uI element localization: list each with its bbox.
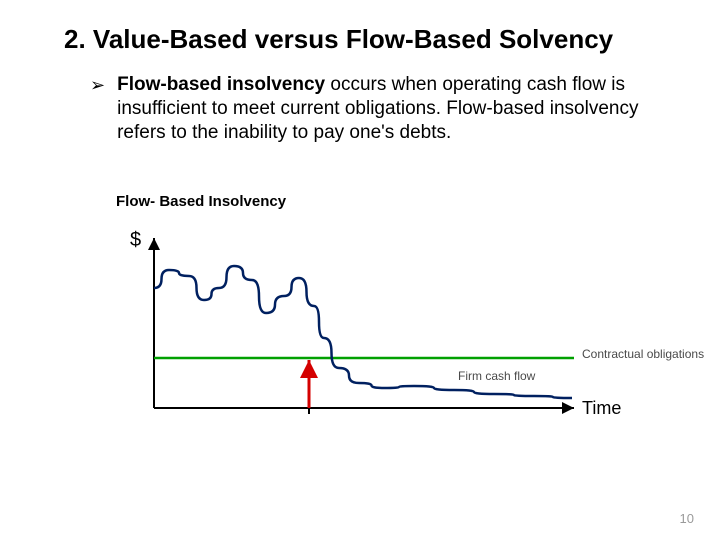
bullet-lead: Flow-based insolvency	[117, 74, 325, 95]
svg-text:Contractual obligations: Contractual obligations	[582, 347, 704, 361]
svg-text:Time: Time	[582, 398, 621, 418]
chart-title: Flow- Based Insolvency	[116, 193, 672, 210]
svg-text:Firm cash flow: Firm cash flow	[458, 369, 536, 383]
chart: $ Time Contractual obligations Firm cash fl…	[84, 218, 704, 438]
svg-text:$: $	[130, 229, 141, 251]
bullet-marker-icon: ➢	[90, 73, 105, 97]
page-number: 10	[680, 511, 694, 526]
chart-svg: $ Time Contractual obligations Firm cash fl…	[84, 218, 704, 438]
bullet-item: ➢ Flow-based insolvency occurs when oper…	[64, 73, 672, 145]
slide-title: 2. Value-Based versus Flow-Based Solvenc…	[64, 24, 672, 55]
bullet-text: Flow-based insolvency occurs when operat…	[117, 73, 672, 145]
slide: 2. Value-Based versus Flow-Based Solvenc…	[0, 0, 720, 540]
